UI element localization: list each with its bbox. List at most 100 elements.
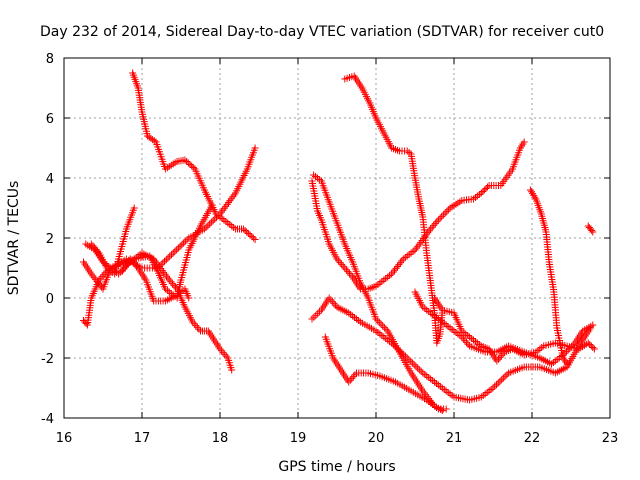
data-point xyxy=(208,201,216,209)
data-point xyxy=(192,322,200,330)
data-point xyxy=(248,233,256,240)
data-point xyxy=(228,222,236,230)
data-point xyxy=(92,245,100,253)
data-point xyxy=(379,322,387,330)
data-point xyxy=(244,230,252,237)
data-point xyxy=(503,371,511,379)
data-point xyxy=(530,191,538,199)
data-point xyxy=(167,278,175,286)
x-tick-label: 18 xyxy=(212,431,229,446)
grid xyxy=(64,58,610,418)
data-point xyxy=(438,213,446,221)
data-point xyxy=(161,257,168,265)
data-point xyxy=(335,257,343,265)
x-tick-label: 17 xyxy=(134,431,151,446)
chart-title: Day 232 of 2014, Sidereal Day-to-day VTE… xyxy=(40,24,604,40)
data-point xyxy=(434,216,442,224)
x-tick-label: 21 xyxy=(446,431,463,446)
data-point xyxy=(333,255,341,263)
data-point xyxy=(479,188,487,195)
data-point xyxy=(251,144,259,152)
data-point xyxy=(185,294,193,302)
y-tick-label: 0 xyxy=(46,292,54,307)
data-point xyxy=(577,344,585,352)
data-point xyxy=(388,339,396,347)
data-point xyxy=(90,244,98,252)
data-point xyxy=(433,218,441,226)
data-point xyxy=(496,353,504,361)
data-point xyxy=(150,137,158,145)
x-tick-label: 16 xyxy=(56,431,73,446)
series-arc-6 xyxy=(119,255,193,305)
data-point xyxy=(310,171,318,179)
data-point xyxy=(520,138,528,146)
series-arc-5 xyxy=(87,204,138,278)
data-point xyxy=(436,214,444,222)
data-point xyxy=(372,315,380,323)
data-point xyxy=(213,213,220,221)
data-point xyxy=(202,223,210,231)
data-point xyxy=(131,260,139,268)
data-point xyxy=(584,339,592,347)
x-tick-label: 22 xyxy=(524,431,541,446)
series-arc-12 xyxy=(411,288,597,368)
data-point xyxy=(526,186,534,194)
data-point xyxy=(101,269,109,277)
data-point xyxy=(586,341,594,348)
data-point xyxy=(100,271,108,279)
data-point xyxy=(176,242,184,250)
data-point xyxy=(341,264,349,272)
data-point xyxy=(393,344,401,352)
x-tick-label: 23 xyxy=(602,431,619,446)
x-axis-label: GPS time / hours xyxy=(278,459,395,475)
data-point xyxy=(174,244,182,252)
data-point xyxy=(169,249,177,257)
data-point xyxy=(410,361,418,369)
data-point xyxy=(496,377,504,385)
data-point xyxy=(168,280,176,288)
data-point xyxy=(588,227,596,234)
data-point xyxy=(375,318,383,326)
data-point xyxy=(95,276,103,284)
data-point xyxy=(417,367,425,375)
data-point xyxy=(129,259,137,267)
data-point xyxy=(405,356,413,364)
data-point xyxy=(407,357,415,365)
data-point xyxy=(590,345,598,353)
data-point xyxy=(495,355,502,363)
data-point xyxy=(395,261,403,269)
data-point xyxy=(428,223,436,231)
data-point xyxy=(441,209,449,217)
data-point xyxy=(162,256,170,264)
data-point xyxy=(218,347,226,355)
data-point xyxy=(528,188,535,196)
data-point xyxy=(374,317,382,325)
data-point xyxy=(221,350,229,358)
data-point xyxy=(589,321,597,329)
data-point xyxy=(188,162,196,170)
data-point xyxy=(159,259,167,267)
data-series xyxy=(80,69,598,414)
data-point xyxy=(439,211,447,219)
series-arc-9 xyxy=(341,72,446,347)
y-tick-label: 6 xyxy=(46,112,54,127)
y-tick-labels: -4 -2 0 2 4 6 8 xyxy=(41,52,54,427)
data-point xyxy=(200,225,208,233)
data-point xyxy=(531,193,539,201)
data-point xyxy=(498,376,506,384)
data-point xyxy=(90,274,98,282)
data-point xyxy=(126,255,134,263)
data-point xyxy=(246,231,254,239)
data-point xyxy=(442,405,450,413)
data-point xyxy=(458,333,466,341)
data-point xyxy=(180,239,188,247)
data-point xyxy=(494,379,502,387)
data-point xyxy=(499,374,507,382)
data-point xyxy=(347,271,355,279)
data-point xyxy=(536,345,544,353)
data-point xyxy=(589,344,597,351)
data-point xyxy=(380,324,388,332)
data-point xyxy=(480,186,488,194)
data-point xyxy=(183,236,191,244)
